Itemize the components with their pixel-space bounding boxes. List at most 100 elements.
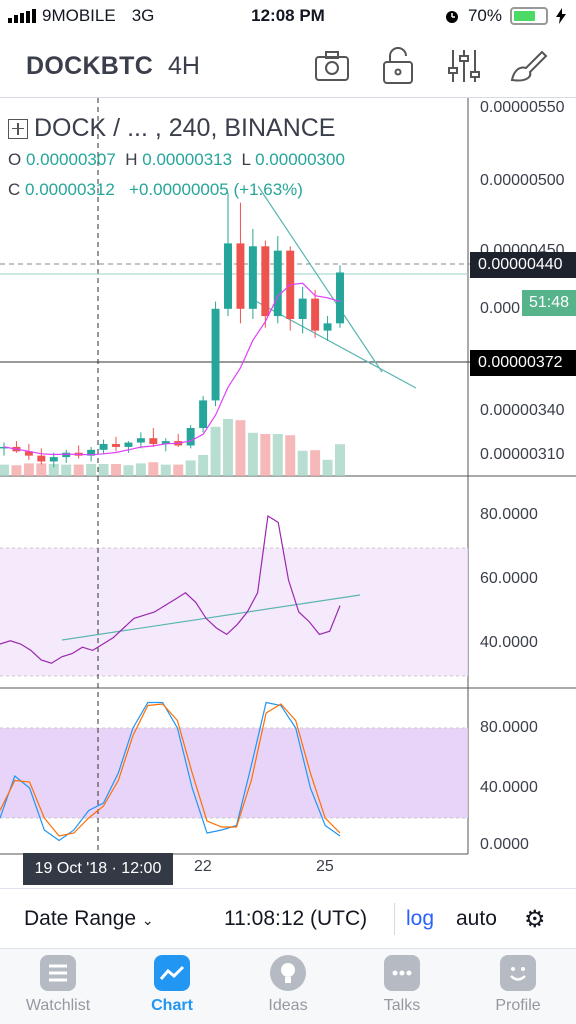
close-value: 0.00000312: [25, 180, 115, 199]
volume-bar: [173, 464, 184, 476]
interval-button[interactable]: 4H: [168, 52, 200, 80]
volume-bar: [86, 464, 97, 476]
change-value: +0.00000005 (+1.63%): [129, 180, 303, 199]
candle-body: [273, 250, 282, 317]
volume-bar: [73, 464, 84, 476]
volume-bar: [310, 450, 321, 476]
candle-body: [323, 323, 332, 331]
candle-body: [37, 455, 46, 462]
candle-body: [136, 438, 145, 443]
camera-icon[interactable]: [312, 46, 352, 86]
volume-bar: [123, 465, 134, 476]
brush-icon[interactable]: [508, 46, 548, 86]
battery-percent: 70%: [467, 6, 502, 25]
divider: [394, 903, 395, 935]
rsi-axis-label: 40.0000: [480, 634, 538, 651]
chart-canvas[interactable]: [0, 98, 576, 888]
candle-body: [112, 444, 120, 447]
volume-bar: [160, 464, 171, 476]
stoch-axis-label: 0.0000: [480, 836, 529, 853]
symbol-button[interactable]: DOCKBTC: [26, 52, 154, 80]
price-axis-label: 0.00000550: [480, 99, 565, 116]
volume-bar: [185, 460, 196, 476]
open-label: O: [8, 150, 22, 169]
utc-time-button[interactable]: 11:08:12 (UTC): [224, 907, 368, 930]
gear-icon[interactable]: ⚙: [524, 906, 546, 933]
volume-bar: [23, 463, 34, 476]
tab-profile[interactable]: Profile: [468, 955, 568, 1015]
talks-icon: [384, 955, 420, 991]
candle-body: [236, 243, 245, 309]
open-value: 0.00000307: [25, 150, 116, 169]
crosshair-time-tag: 19 Oct '18 · 12:00: [23, 853, 173, 885]
tab-label: Talks: [383, 997, 421, 1014]
expand-icon[interactable]: [8, 118, 28, 139]
volume-bar: [260, 434, 271, 476]
sliders-icon[interactable]: [444, 46, 484, 86]
chart-bottom-bar: Date Range ⌄ 11:08:12 (UTC) log auto ⚙: [0, 888, 576, 948]
auto-scale-toggle[interactable]: auto: [456, 907, 497, 930]
tab-talks[interactable]: Talks: [352, 955, 452, 1015]
candle-body: [87, 449, 96, 456]
rsi-axis-label: 80.0000: [480, 506, 538, 523]
battery-icon: [510, 7, 548, 25]
carrier-name: 9MOBILE: [42, 6, 116, 25]
price-axis-label: 0.000: [480, 300, 521, 317]
candle-body: [49, 457, 58, 462]
tab-ideas[interactable]: Ideas: [238, 955, 338, 1015]
volume-bar: [48, 464, 59, 476]
volume-bars: [0, 419, 345, 476]
candle-body: [261, 246, 270, 317]
candle-body: [99, 444, 108, 450]
volume-bar: [111, 464, 121, 476]
candle-body: [124, 442, 133, 447]
candles: [0, 192, 344, 468]
high-label: H: [125, 150, 138, 169]
low-value: 0.00000300: [255, 150, 345, 169]
network-type: 3G: [131, 6, 155, 25]
high-value: 0.00000313: [142, 150, 233, 169]
tab-label: Ideas: [268, 997, 308, 1014]
candle-body: [298, 298, 307, 319]
tab-chart[interactable]: Chart: [122, 955, 222, 1015]
candle-body: [24, 451, 33, 456]
stoch-k-line: [0, 701, 341, 842]
chart-title[interactable]: DOCK / ... , 240, BINANCE: [8, 114, 335, 143]
volume-bar: [11, 465, 22, 476]
volume-bar: [247, 432, 258, 476]
crosshair-price-tag: 0.00000372: [470, 350, 576, 376]
unlock-icon[interactable]: [378, 46, 418, 86]
log-scale-toggle[interactable]: log: [406, 907, 435, 930]
volume-bar: [36, 463, 47, 476]
volume-bar: [98, 464, 109, 476]
tab-label: Watchlist: [25, 997, 91, 1014]
date-range-button[interactable]: Date Range ⌄: [24, 907, 154, 931]
last-price-tag: 0.00000440: [470, 252, 576, 278]
candle-body: [211, 308, 220, 401]
moving-average-line: [3, 282, 341, 456]
candle-body: [336, 272, 344, 324]
carrier-info: 9MOBILE 3G: [8, 6, 154, 26]
tab-label: Chart: [151, 997, 193, 1014]
price-axis-label: 0.00000310: [480, 446, 565, 463]
chart-title-text: DOCK / ... , 240, BINANCE: [34, 114, 336, 142]
candle-body: [0, 446, 8, 449]
time-axis-label: 22: [194, 858, 212, 875]
status-time: 12:08 PM: [251, 6, 325, 25]
volume-bar: [198, 455, 209, 476]
time-axis-label: 25: [316, 858, 334, 875]
bar-countdown: 51:48: [522, 290, 576, 316]
volume-bar: [322, 459, 333, 476]
volume-bar: [148, 462, 159, 476]
volume-bar: [235, 420, 246, 476]
stoch-axis-label: 80.0000: [480, 719, 538, 736]
candle-body: [149, 438, 158, 445]
ideas-icon: [270, 955, 306, 991]
low-label: L: [241, 150, 251, 169]
price-axis-label: 0.00000340: [480, 402, 565, 419]
profile-icon: [500, 955, 536, 991]
watchlist-icon: [40, 955, 76, 991]
tab-watchlist[interactable]: Watchlist: [8, 955, 108, 1015]
volume-bar: [272, 434, 283, 476]
price-axis-label: 0.00000500: [480, 172, 565, 189]
